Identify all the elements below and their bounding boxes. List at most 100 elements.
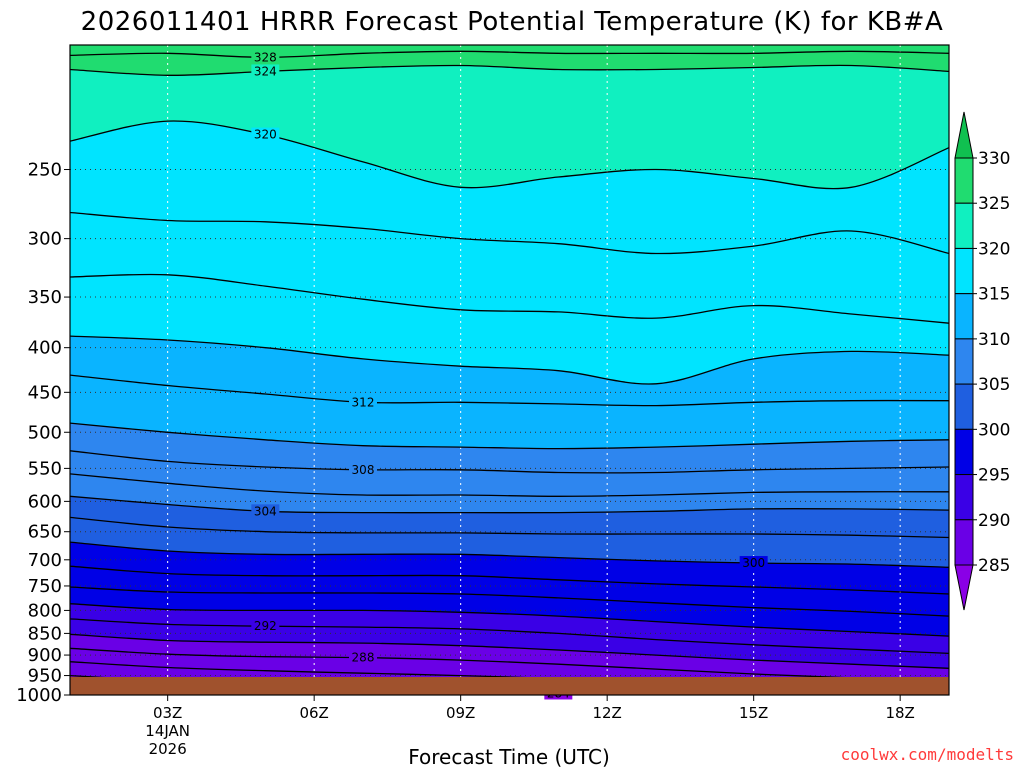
colorbar-label: 295: [978, 466, 1010, 486]
y-tick-label: 600: [28, 491, 62, 512]
colorbar-label: 310: [978, 330, 1010, 350]
x-tick-label: 03Z: [153, 704, 182, 722]
colorbar-label: 300: [978, 420, 1010, 440]
isentrope-line-306: [70, 473, 949, 497]
isentrope-line-314: [70, 335, 949, 385]
isentrope-label-328: 328: [254, 50, 277, 64]
colorbar-swatch: [954, 338, 974, 385]
isentrope-line-320: [70, 120, 949, 190]
isentrope-line-290: [70, 633, 949, 669]
isentrope-label-292: 292: [254, 619, 277, 633]
colorbar-label: 290: [978, 511, 1010, 531]
isentrope-line-312: [70, 374, 949, 407]
isentrope-label-288: 288: [352, 651, 375, 665]
band-fill: [70, 450, 949, 497]
y-tick-label: 800: [28, 600, 62, 621]
y-tick-label: 1000: [16, 685, 62, 706]
band-fill: [70, 634, 949, 682]
isentrope-label-308: 308: [352, 463, 375, 477]
band-fill: [70, 618, 949, 669]
y-tick-label: 350: [28, 287, 62, 308]
band-fill: [70, 120, 949, 254]
isentrope-line-288: [70, 647, 949, 683]
isentrope-line-300: [70, 541, 949, 568]
credit-label: coolwx.com/modelts: [841, 745, 1014, 764]
band-fill: [70, 336, 949, 406]
isentrope-label-bg: [349, 650, 377, 664]
isentrope-label-bg: [349, 395, 377, 409]
colorbar-label: 320: [978, 239, 1010, 259]
isentrope-label-bg: [251, 504, 280, 518]
isentrope-line-298: [70, 565, 949, 595]
y-tick-label: 250: [28, 160, 62, 181]
colorbar-top-arrow: [954, 111, 974, 159]
x-tick-label: 09Z: [446, 704, 475, 722]
colorbar-swatch: [954, 293, 974, 340]
isentrope-label-bg: [251, 127, 280, 141]
band-fill: [70, 212, 949, 324]
y-tick-label: 500: [28, 422, 62, 443]
band-fill: [70, 423, 949, 473]
y-tick-label: 900: [28, 645, 62, 666]
band-fill: [70, 566, 949, 617]
band-fill: [70, 496, 949, 538]
isentrope-label-324: 324: [254, 64, 277, 78]
y-tick-label: 700: [28, 550, 62, 571]
isentrope-line-294: [70, 603, 949, 637]
isentrope-line-292: [70, 618, 949, 655]
isentrope-label-300: 300: [742, 556, 765, 570]
x-tick-label: 12Z: [592, 704, 621, 722]
isentrope-line-308: [70, 450, 949, 474]
y-tick-label: 300: [28, 229, 62, 250]
colorbar-swatch: [954, 519, 974, 566]
x-axis-label: Forecast Time (UTC): [408, 745, 610, 768]
colorbar-swatch: [954, 474, 974, 521]
band-fill: [70, 587, 949, 637]
isentrope-label-304: 304: [254, 504, 277, 518]
plot-frame: [69, 44, 950, 696]
isentrope-line-310: [70, 422, 949, 450]
colorbar-swatch: [954, 428, 974, 476]
y-tick-label: 550: [28, 458, 62, 479]
band-fill: [70, 375, 949, 449]
ground-surface: [70, 677, 949, 695]
y-tick-label: 650: [28, 522, 62, 543]
x-tick-year: 2026: [149, 740, 187, 758]
y-tick-label: 750: [28, 576, 62, 597]
band-fill: [70, 473, 949, 513]
colorbar-label: 325: [978, 194, 1010, 214]
contour-fill-layer: [70, 45, 949, 695]
band-fill: [70, 274, 949, 385]
chart-title: 2026011401 HRRR Forecast Potential Tempe…: [81, 7, 944, 37]
isentrope-line-302: [70, 516, 949, 539]
isentrope-label-bg: [251, 619, 280, 633]
y-tick-label: 450: [28, 382, 62, 403]
x-tick-label: 15Z: [739, 704, 768, 722]
colorbar-swatch: [954, 202, 974, 249]
x-tick-label: 06Z: [299, 704, 328, 722]
y-tick-label: 950: [28, 666, 62, 687]
isentrope-label-312: 312: [352, 395, 375, 409]
colorbar-swatch: [954, 383, 974, 430]
isentrope-line-324: [70, 64, 949, 76]
isentrope-line-318: [70, 211, 949, 255]
colorbar-label: 330: [978, 149, 1010, 169]
y-tick-label: 400: [28, 338, 62, 359]
colorbar: 285 290 295 300 305 310 315 320 325 330: [954, 111, 1010, 611]
band-fill: [70, 603, 949, 654]
colorbar-bottom-arrow: [954, 564, 974, 611]
isentrope-line-316: [70, 273, 949, 324]
isentrope-line-304: [70, 495, 949, 514]
band-fill: [70, 517, 949, 568]
x-tick-label: 18Z: [885, 704, 914, 722]
colorbar-label: 285: [978, 556, 1010, 576]
x-tick-date: 14JAN: [145, 722, 190, 740]
isentrope-line-296: [70, 586, 949, 617]
colorbar-swatch: [954, 157, 974, 204]
colorbar-label: 315: [978, 285, 1010, 305]
y-tick-label: 850: [28, 623, 62, 644]
isentrope-label-bg: [251, 50, 280, 64]
isentrope-label-bg: [349, 462, 377, 476]
